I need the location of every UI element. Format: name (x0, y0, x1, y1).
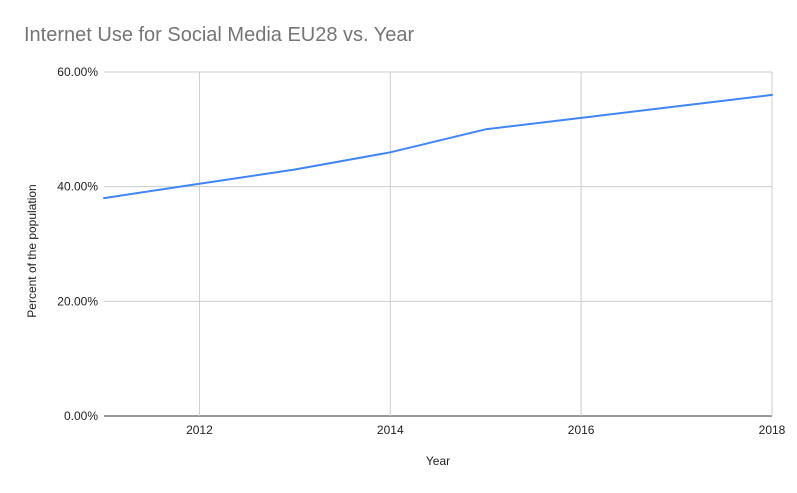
x-tick-label: 2016 (568, 423, 595, 437)
y-tick-label: 60.00% (57, 65, 98, 79)
x-axis-title: Year (426, 454, 450, 468)
y-tick-label: 40.00% (57, 180, 98, 194)
y-tick-label: 0.00% (64, 409, 98, 423)
x-tick-label: 2018 (759, 423, 786, 437)
x-tick-label: 2014 (377, 423, 404, 437)
series-line (103, 93, 773, 200)
x-axis-tick-labels: 2012 2014 2016 2018 (186, 423, 786, 437)
y-tick-label: 20.00% (57, 294, 98, 308)
y-axis-tick-labels: 0.00% 20.00% 40.00% 60.00% (57, 65, 98, 423)
y-axis-title: Percent of the population (25, 184, 39, 317)
grid-lines (104, 71, 773, 417)
series-lines (103, 93, 773, 200)
chart-title: Internet Use for Social Media EU28 vs. Y… (24, 24, 415, 46)
x-tick-label: 2012 (186, 423, 213, 437)
